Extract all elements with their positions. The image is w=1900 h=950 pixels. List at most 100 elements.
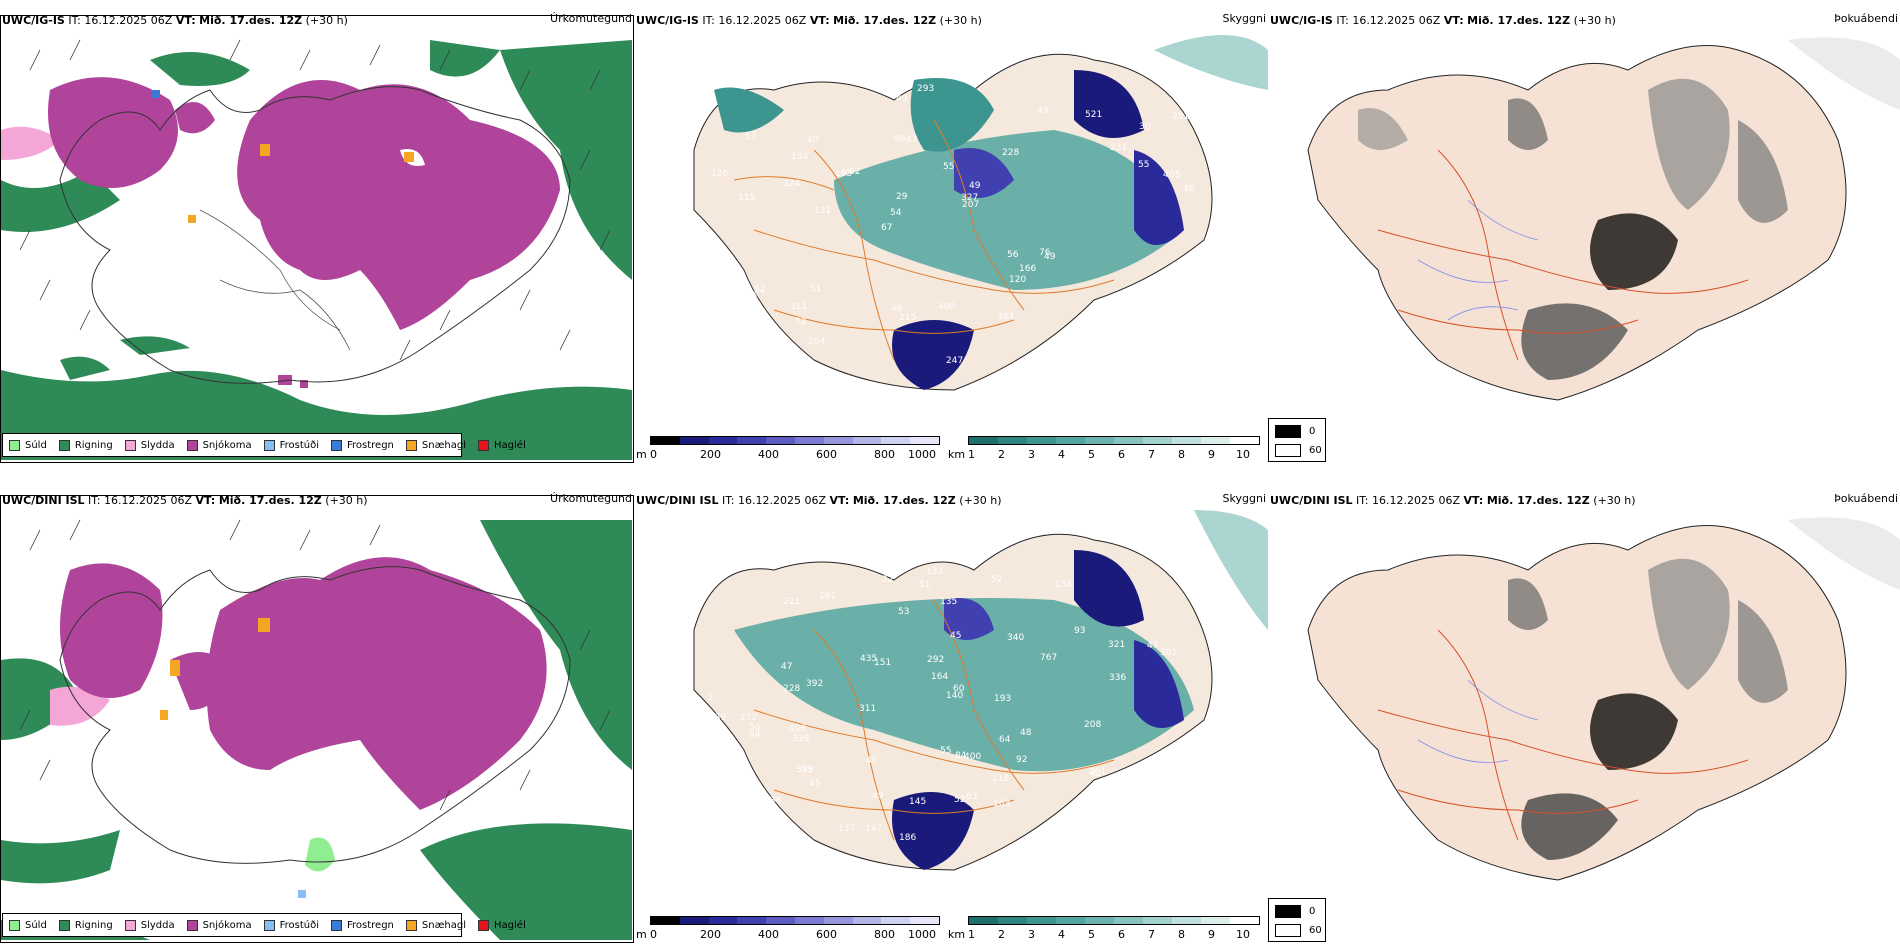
panel-title: UWC/DINI ISL IT: 16.12.2025 06Z VT: Mið.… bbox=[636, 494, 1002, 507]
model-row-ig: UWC/IG-IS IT: 16.12.2025 06Z VT: Mið. 17… bbox=[0, 0, 1900, 470]
precip-type-panel: UWC/DINI ISL IT: 16.12.2025 06Z VT: Mið.… bbox=[0, 480, 634, 950]
panel-title: UWC/IG-IS IT: 16.12.2025 06Z VT: Mið. 17… bbox=[1270, 14, 1616, 27]
ceiling-label: 137 bbox=[838, 824, 855, 834]
ceiling-label: 98 bbox=[894, 134, 906, 144]
ceiling-label: 2 bbox=[708, 693, 714, 703]
panel-tag: Úrkomutegund bbox=[550, 12, 632, 25]
ceiling-label: 55 bbox=[940, 746, 951, 756]
ceiling-label: 60 bbox=[953, 684, 965, 694]
ceiling-label: 67 bbox=[881, 223, 892, 233]
ceiling-label: 767 bbox=[1040, 653, 1057, 663]
legend-item-snjokoma: Snjókoma bbox=[186, 439, 252, 451]
legend-item-slydda: Slydda bbox=[124, 919, 175, 931]
panel-title: UWC/IG-IS IT: 16.12.2025 06Z VT: Mið. 17… bbox=[636, 14, 982, 27]
legend-item-snaehagl: Snæhagl bbox=[405, 439, 466, 451]
ceiling-label: 52 bbox=[954, 795, 965, 805]
ceiling-label: 46 bbox=[891, 304, 903, 314]
ceiling-label: 292 bbox=[927, 655, 944, 665]
fog-map bbox=[1307, 37, 1900, 401]
precip-map bbox=[1, 510, 632, 940]
ceiling-label: 118 bbox=[992, 774, 1009, 784]
ceiling-label: 135 bbox=[940, 597, 957, 607]
fog-legend: 0 60 bbox=[1268, 418, 1326, 462]
ceiling-label: 51 bbox=[919, 580, 930, 590]
panel-tag: Þokuábendi bbox=[1834, 12, 1898, 25]
fog-legend-high-swatch bbox=[1275, 905, 1301, 918]
ceiling-label: 311 bbox=[790, 302, 807, 312]
ceiling-label: 161 bbox=[819, 591, 836, 601]
precip-legend: Súld Rigning Slydda Snjókoma Frostúði Fr… bbox=[2, 913, 526, 937]
ceiling-colorbar-gradient bbox=[650, 436, 940, 445]
ceiling-label: 50 bbox=[749, 723, 761, 733]
ceiling-label: 84 bbox=[1092, 340, 1104, 350]
ceiling-label: 51 bbox=[810, 284, 821, 294]
swatch bbox=[124, 919, 136, 931]
ceiling-label: 231 bbox=[1110, 143, 1127, 153]
panel-tag: Úrkomutegund bbox=[550, 492, 632, 505]
ceiling-label: 55 bbox=[943, 162, 954, 172]
legend-item-sudl: Súld bbox=[9, 919, 47, 931]
visibility-colorbar-gradient bbox=[968, 916, 1260, 925]
ceiling-label: 52 bbox=[761, 359, 772, 369]
visibility-colorbar: km 1 2 3 4 5 6 7 8 9 10 bbox=[946, 916, 1264, 941]
ceiling-label: 193 bbox=[994, 694, 1011, 704]
ceiling-label: 112 bbox=[1125, 310, 1142, 320]
ceiling-label: 49 bbox=[1037, 106, 1049, 116]
ceiling-label: 321 bbox=[1108, 640, 1125, 650]
swatch bbox=[478, 919, 490, 931]
fog-legend: 0 60 bbox=[1268, 898, 1326, 942]
ceiling-label: 53 bbox=[898, 607, 909, 617]
ceiling-label: 339 bbox=[796, 765, 813, 775]
legend-item-sudl: Súld bbox=[9, 439, 47, 451]
ceiling-label: 54 bbox=[890, 208, 902, 218]
visibility-colorbar-gradient bbox=[968, 436, 1260, 445]
ceiling-label: 29 bbox=[896, 192, 908, 202]
ceiling-label: 120 bbox=[1009, 275, 1026, 285]
swatch bbox=[186, 919, 198, 931]
ceiling-colorbar: m 0 200 400 600 800 1000 bbox=[636, 436, 946, 461]
ceiling-label: 93 bbox=[1074, 626, 1085, 636]
ceiling-label: 49 bbox=[872, 791, 884, 801]
swatch bbox=[263, 439, 275, 451]
ceiling-label: 134 bbox=[791, 152, 808, 162]
ceiling-label: 46 bbox=[1183, 184, 1195, 194]
ceiling-label: 49 bbox=[1044, 252, 1056, 262]
swatch bbox=[9, 919, 20, 931]
ceiling-label: 188 bbox=[740, 291, 757, 301]
swatch bbox=[405, 439, 417, 451]
ceiling-label: 301 bbox=[1160, 648, 1177, 658]
ceiling-label: 49 bbox=[896, 94, 908, 104]
legend-item-frostudi: Frostúði bbox=[263, 919, 319, 931]
fog-legend-high-swatch bbox=[1275, 425, 1301, 438]
ceiling-label: 166 bbox=[1019, 264, 1036, 274]
ceiling-label: 215 bbox=[899, 313, 916, 323]
swatch bbox=[478, 439, 490, 451]
ceiling-label: 195 bbox=[835, 169, 852, 179]
ceiling-map: 515 115 30 67 228 136 98 55 62 62 108 52 43 49 49 57 49 4… bbox=[693, 35, 1268, 391]
ceiling-label: 62 bbox=[849, 167, 860, 177]
fog-map bbox=[1307, 517, 1900, 881]
ceiling-label: 145 bbox=[909, 797, 926, 807]
legend-item-snjokoma: Snjókoma bbox=[186, 919, 252, 931]
swatch bbox=[331, 439, 342, 451]
ceiling-label: 164 bbox=[931, 672, 948, 682]
visibility-colorbar: km 1 2 3 4 5 6 7 8 9 10 bbox=[946, 436, 1264, 461]
ceiling-label: 400 bbox=[938, 302, 955, 312]
ceiling-label: 392 bbox=[806, 679, 823, 689]
legend-item-frostregn: Frostregn bbox=[331, 919, 394, 931]
fog-legend-low-swatch bbox=[1275, 924, 1301, 937]
ceiling-label: 47 bbox=[1147, 641, 1158, 651]
ceiling-label: 76 bbox=[1039, 248, 1051, 258]
ceiling-label: 208 bbox=[1084, 720, 1101, 730]
legend-item-rigning: Rigning bbox=[58, 919, 113, 931]
ceiling-label: 92 bbox=[1016, 755, 1027, 765]
legend-item-haglel: Haglél bbox=[478, 919, 526, 931]
ceiling-label: 164 bbox=[723, 346, 740, 356]
ceiling-label: 515 bbox=[1131, 341, 1148, 351]
ceiling-label: 339 bbox=[792, 734, 809, 744]
ceiling-visibility-panel: UWC/IG-IS IT: 16.12.2025 06Z VT: Mið. 17… bbox=[634, 0, 1268, 470]
panel-title: UWC/IG-IS IT: 16.12.2025 06Z VT: Mið. 17… bbox=[2, 14, 348, 27]
ceiling-label: 147 bbox=[865, 824, 882, 834]
ceiling-label: 186 bbox=[899, 833, 916, 843]
legend-item-frostregn: Frostregn bbox=[331, 439, 394, 451]
